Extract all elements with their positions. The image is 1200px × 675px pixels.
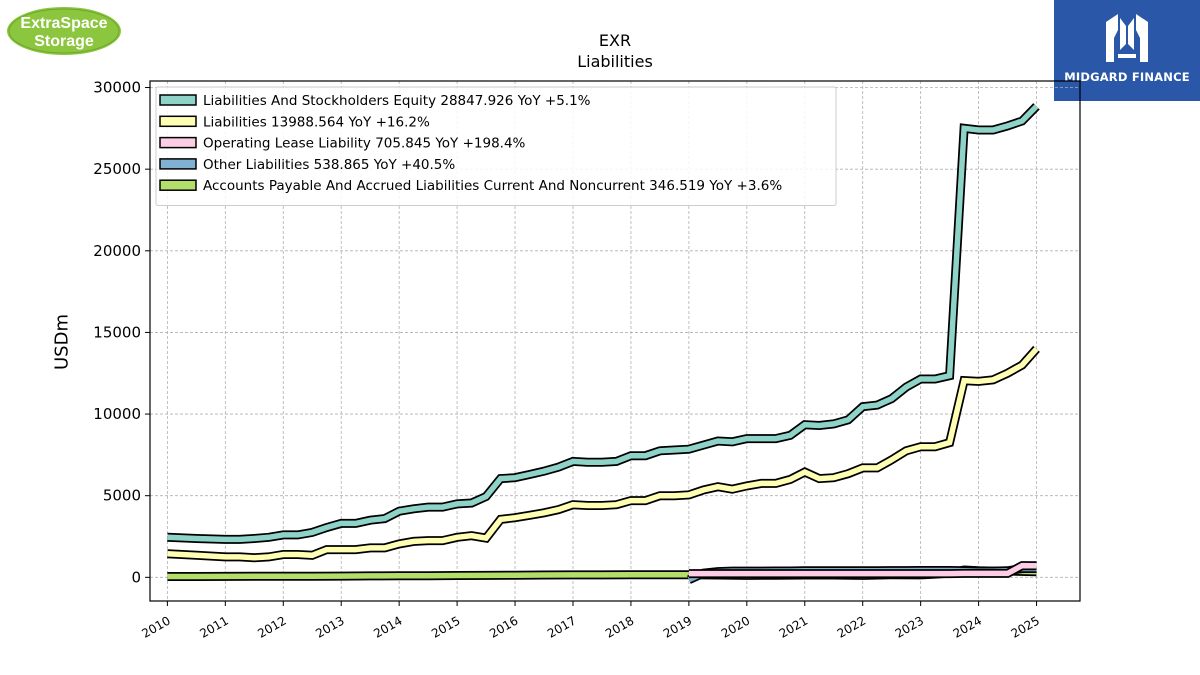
x-tick-label: 2018 [603,613,636,640]
x-tick-label: 2013 [313,613,346,640]
x-tick-label: 2023 [893,613,926,640]
y-tick-label: 5000 [103,487,141,505]
legend-entry: Accounts Payable And Accrued Liabilities… [203,178,782,194]
legend-swatch [159,179,197,191]
legend-entry: Other Liabilities 538.865 YoY +40.5% [203,157,455,173]
x-tick-label: 2014 [371,613,404,640]
x-tick-label: 2015 [429,613,462,640]
legend-swatch [159,115,197,128]
legend-entry: Liabilities 13988.564 YoY +16.2% [203,114,430,130]
legend-box [155,86,837,206]
plot-frame [149,80,1081,602]
series-3 [688,561,1037,579]
series-line [167,104,1039,543]
y-tick-label: 10000 [93,405,141,423]
x-tick-label: 2017 [545,613,578,640]
x-tick-label: 2024 [951,613,984,640]
series-1 [167,103,1040,544]
y-tick-label: 0 [131,568,141,586]
y-tick-label: 15000 [93,323,141,341]
x-tick-label: 2022 [835,613,868,640]
y-tick-label: 25000 [93,160,141,178]
legend-swatch [159,94,197,106]
series-lines [167,103,1040,584]
midgard-emblem-icon [1106,14,1148,62]
legend-swatch [159,158,197,170]
legend: Liabilities And Stockholders Equity 2884… [155,86,837,206]
chart-title: EXR [598,31,632,50]
extraspace-storage-logo: ExtraSpace Storage [4,4,124,58]
chart-subtitle: Liabilities [577,52,653,71]
x-tick-label: 2010 [139,613,172,640]
series-line [167,347,1039,561]
midgard-finance-logo: MIDGARD FINANCE [1054,0,1200,101]
series-2 [167,345,1040,563]
x-tick-label: 2019 [661,613,694,640]
logo-line-2: Storage [34,33,94,50]
series-line [688,562,1037,577]
logo-line-1: ExtraSpace [20,15,107,32]
legend-entry: Operating Lease Liability 705.845 YoY +1… [203,136,526,152]
x-tick-label: 2016 [487,613,520,640]
x-tick-label: 2021 [777,613,810,640]
x-tick-label: 2020 [719,613,752,640]
axes: 2010 2011 2012 2013 2014 2015 2016 2017 2018 2019… [93,79,1081,641]
x-tick-label: 2012 [255,613,288,640]
y-tick-label: 20000 [93,242,141,260]
midgard-finance-label: MIDGARD FINANCE [1064,70,1190,84]
x-tick-label: 2025 [1009,613,1042,640]
x-tick-label: 2011 [197,613,230,640]
legend-entry: Liabilities And Stockholders Equity 2884… [203,93,591,109]
y-tick-label: 30000 [93,79,141,97]
legend-swatch [159,136,197,149]
